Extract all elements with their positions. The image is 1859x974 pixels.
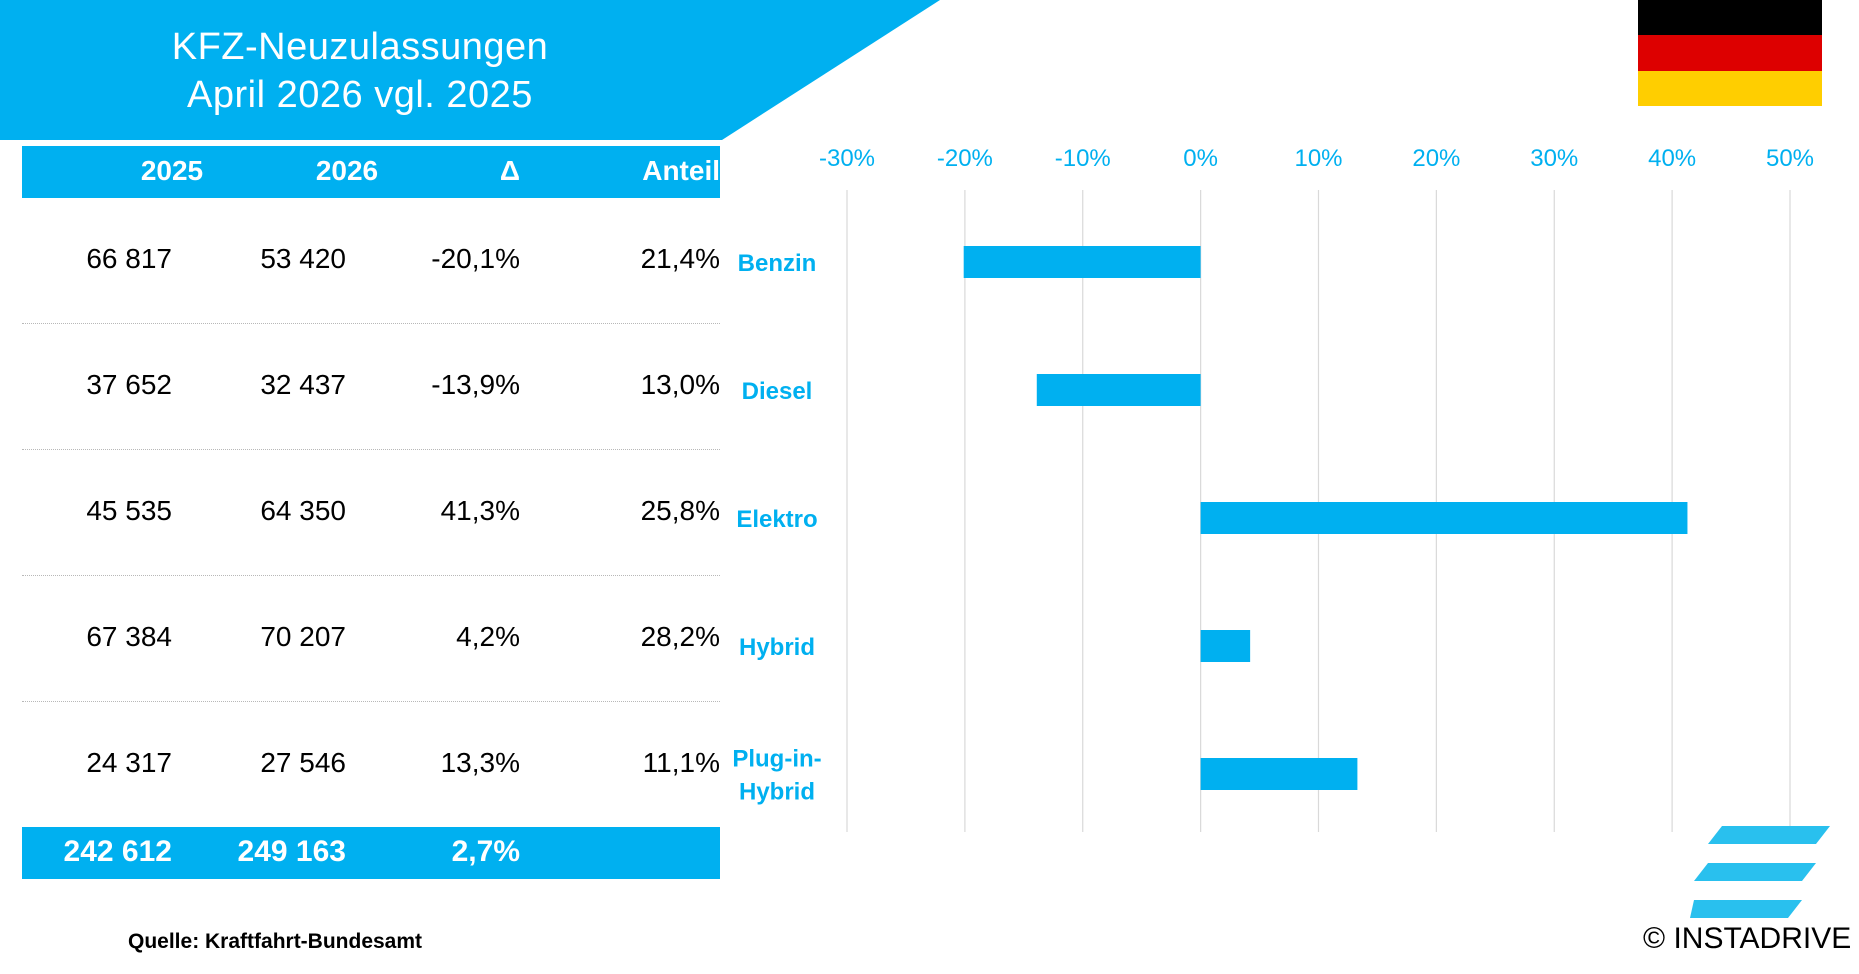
cell-2026: 70 207: [260, 621, 346, 652]
data-table: 2025 2026 Δ Anteil 66 817 53 420 -20,1% …: [22, 146, 720, 879]
cell-2026: 32 437: [260, 369, 346, 400]
table-row: 45 535 64 350 41,3% 25,8%: [22, 450, 720, 576]
x-tick-label: 20%: [1412, 145, 1460, 172]
table-row: 66 817 53 420 -20,1% 21,4%: [22, 198, 720, 324]
cell-share: 13,0%: [640, 369, 720, 400]
cell-2025: 45 535: [86, 495, 172, 526]
germany-flag-icon: [1638, 0, 1822, 106]
cell-share: 21,4%: [640, 243, 720, 274]
x-tick-label: -30%: [819, 145, 875, 172]
category-label: Diesel: [742, 378, 813, 405]
cell-delta: 4,2%: [456, 621, 520, 652]
bar-elektro: [1200, 502, 1688, 534]
table-total-row: 242 612 249 163 2,7%: [22, 827, 720, 879]
cell-delta: -13,9%: [431, 369, 520, 400]
category-label: Plug-in-: [732, 746, 821, 773]
title-line-2: April 2026 vgl. 2025: [187, 74, 533, 116]
bar-plug-in-hybrid: [1200, 758, 1358, 790]
x-tick-label: -10%: [1055, 145, 1111, 172]
total-2026: 249 163: [237, 835, 346, 868]
x-tick-label: 50%: [1766, 145, 1814, 172]
category-label: Elektro: [736, 506, 817, 533]
cell-2026: 27 546: [260, 747, 346, 778]
title-line-1: KFZ-Neuzulassungen: [171, 26, 549, 68]
cell-2025: 67 384: [86, 621, 172, 652]
category-label: Hybrid: [739, 779, 815, 806]
header-2025: 2025: [140, 155, 204, 186]
x-tick-label: 30%: [1530, 145, 1578, 172]
header-share: Anteil: [642, 155, 720, 186]
table-row: 24 317 27 546 13,3% 11,1%: [22, 702, 720, 827]
bar-benzin: [963, 246, 1201, 278]
cell-delta: 41,3%: [440, 495, 520, 526]
total-2025: 242 612: [63, 835, 172, 868]
cell-delta: -20,1%: [431, 243, 520, 274]
header-banner: [0, 0, 940, 140]
header-2026: 2026: [315, 155, 379, 186]
bar-diesel: [1036, 374, 1201, 406]
x-tick-label: 10%: [1294, 145, 1342, 172]
cell-2025: 37 652: [86, 369, 172, 400]
cell-share: 28,2%: [640, 621, 720, 652]
cell-share: 25,8%: [640, 495, 720, 526]
table-header: 2025 2026 Δ Anteil: [22, 146, 720, 198]
category-label: Benzin: [738, 250, 817, 277]
header-delta: Δ: [499, 155, 520, 186]
table-row: 37 652 32 437 -13,9% 13,0%: [22, 324, 720, 450]
cell-delta: 13,3%: [440, 747, 520, 778]
x-tick-label: 0%: [1183, 145, 1218, 172]
category-label: Hybrid: [739, 634, 815, 661]
table-row: 67 384 70 207 4,2% 28,2%: [22, 576, 720, 702]
copyright-text: © INSTADRIVE: [1643, 922, 1852, 955]
bar-hybrid: [1200, 630, 1251, 662]
total-delta: 2,7%: [451, 835, 520, 868]
change-bar-chart: -30% -20% -10% 0% 10% 20% 30% 40% 50% Benzin Dies…: [732, 145, 1814, 832]
cell-2026: 53 420: [260, 243, 346, 274]
cell-share: 11,1%: [642, 747, 720, 778]
cell-2025: 66 817: [86, 243, 172, 274]
cell-2026: 64 350: [260, 495, 346, 526]
cell-2025: 24 317: [86, 747, 172, 778]
instadrive-logo-icon: [1690, 826, 1830, 918]
x-tick-label: 40%: [1648, 145, 1696, 172]
x-tick-label: -20%: [937, 145, 993, 172]
source-note: Quelle: Kraftfahrt-Bundesamt: [128, 930, 423, 953]
